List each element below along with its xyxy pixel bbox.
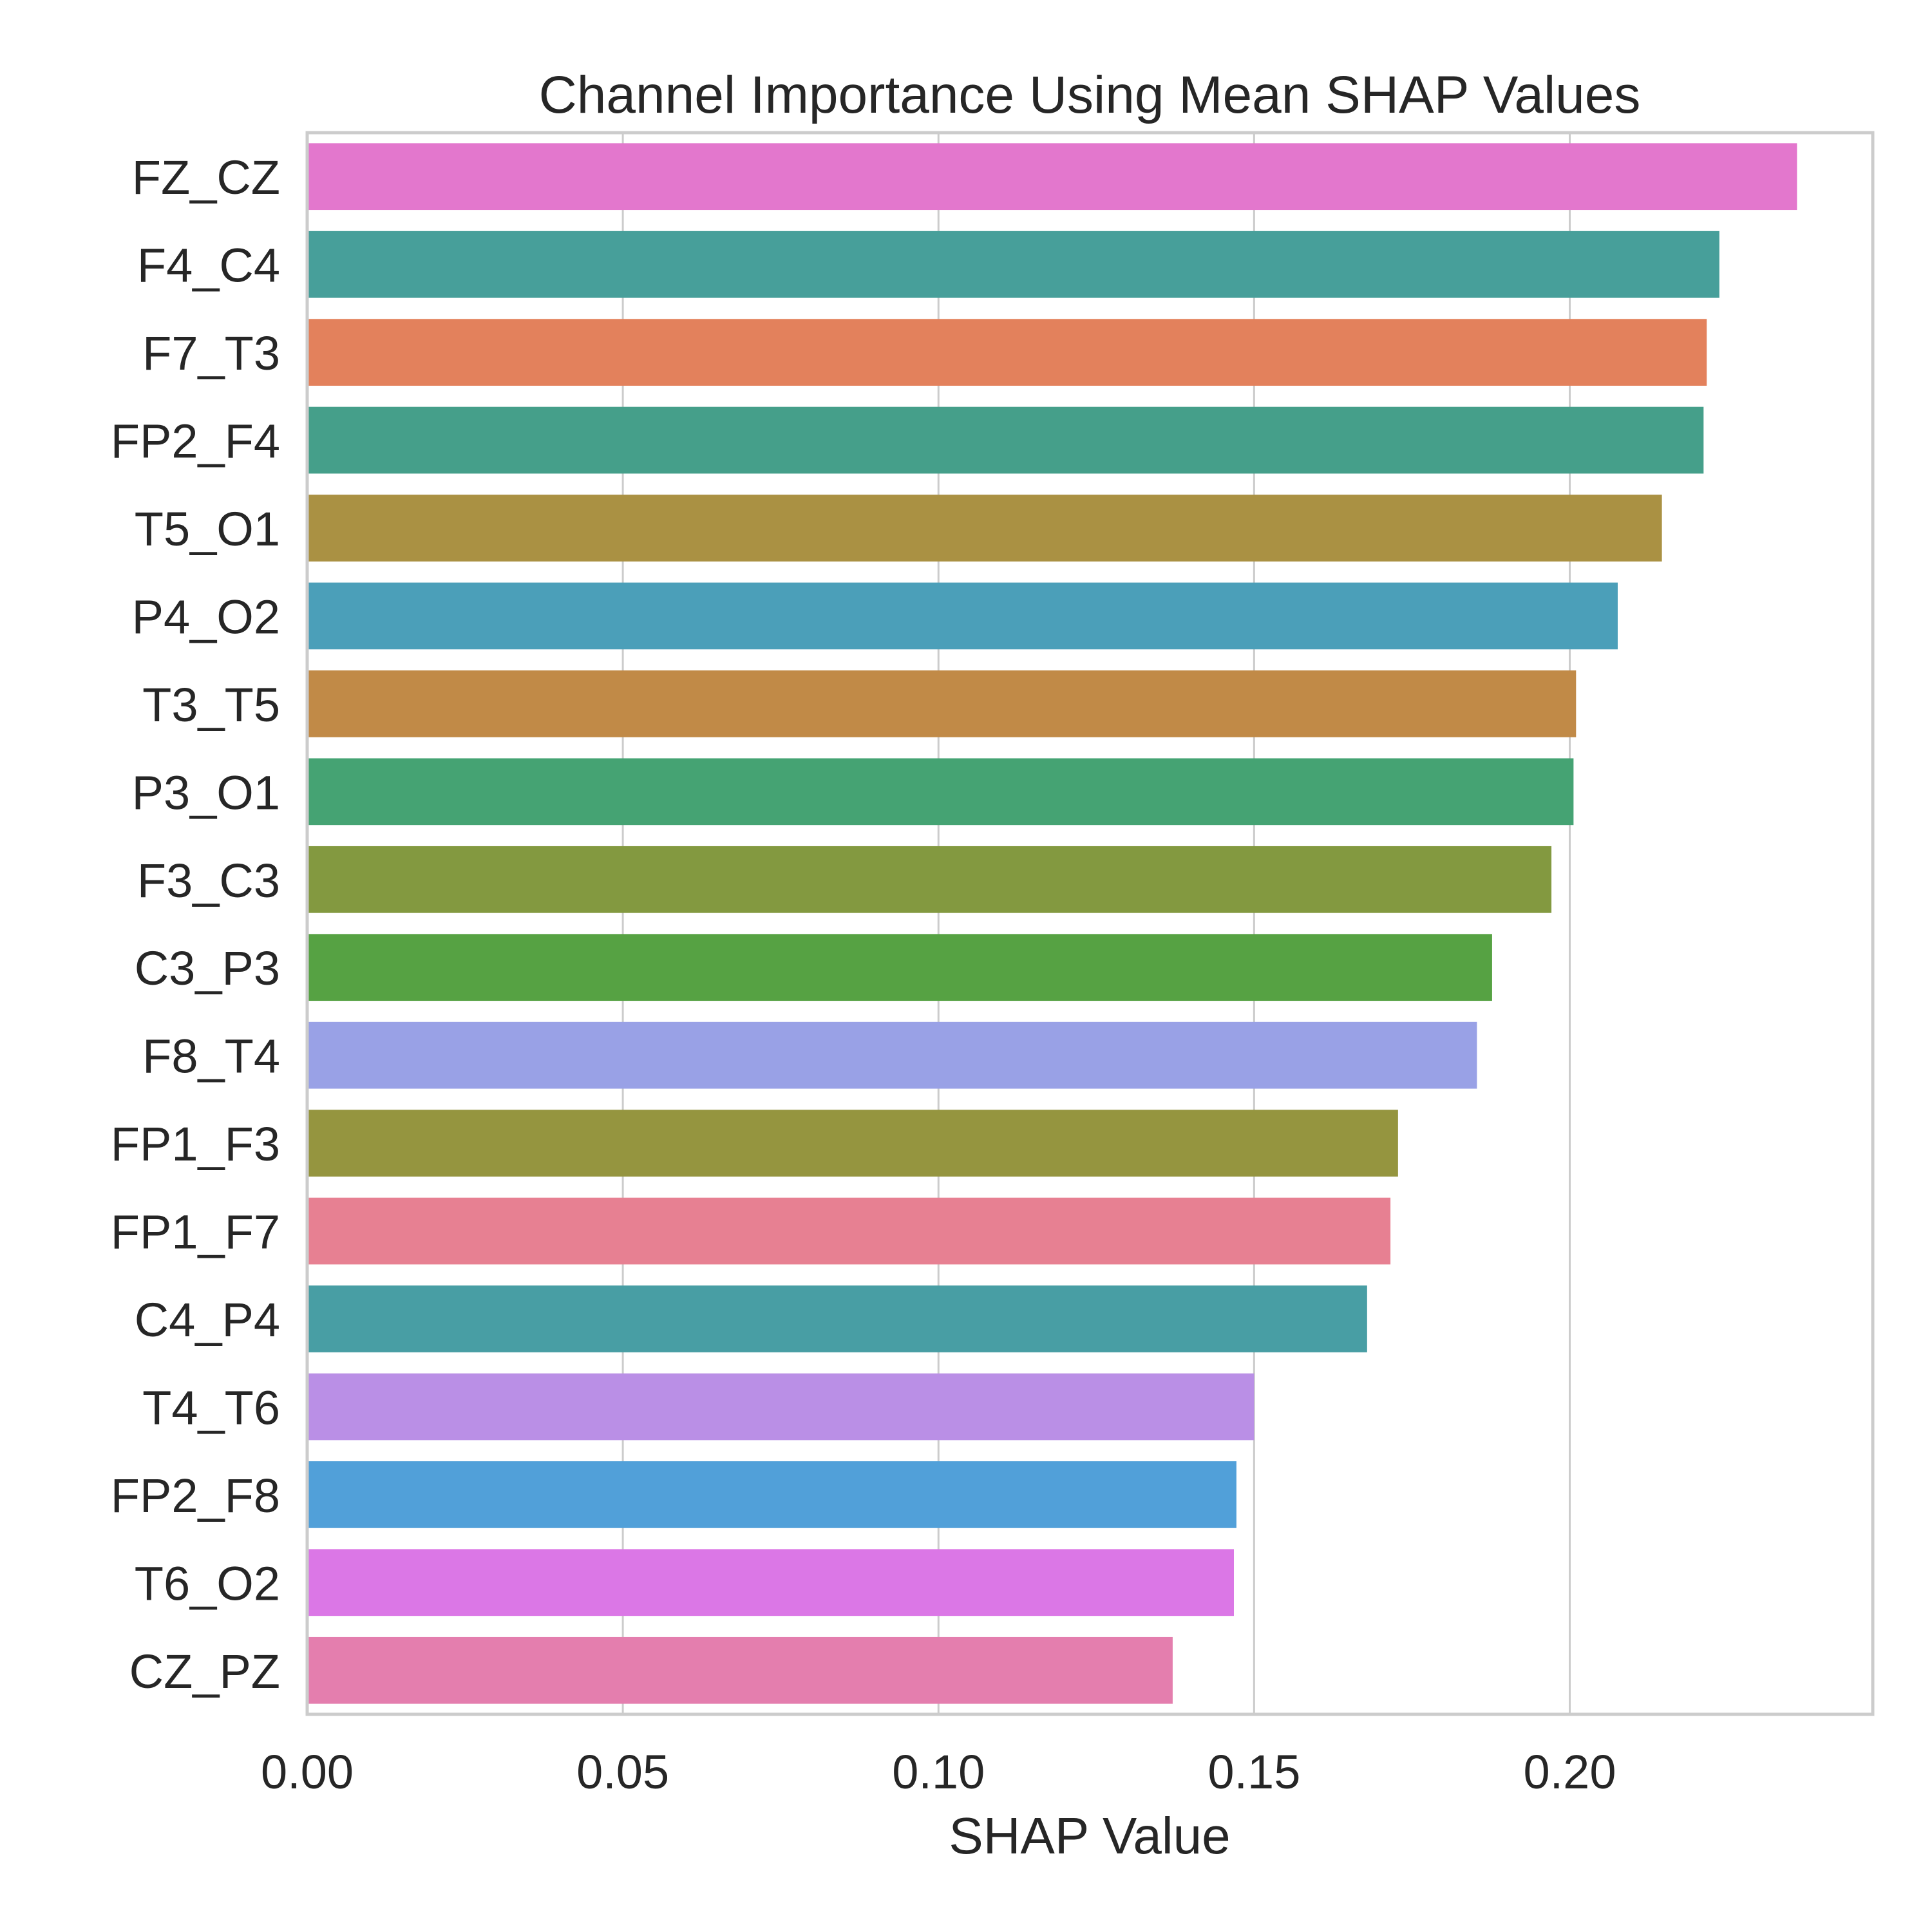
bar-f3-c3: [307, 846, 1552, 913]
bar-p4-o2: [307, 582, 1618, 650]
bar-f7-t3: [307, 319, 1707, 386]
y-tick-label: T3_T5: [142, 678, 280, 732]
plot-frame: [305, 131, 1875, 1716]
bar-fp1-f7: [307, 1197, 1391, 1265]
y-tick-label: P4_O2: [132, 590, 280, 643]
y-tick-label: F3_C3: [137, 854, 280, 907]
chart-title: Channel Importance Using Mean SHAP Value…: [539, 66, 1641, 124]
y-tick-label: T6_O2: [135, 1557, 280, 1610]
x-tick-label: 0.20: [1523, 1745, 1616, 1799]
bar-fp2-f8: [307, 1461, 1236, 1528]
y-tick-label: F7_T3: [142, 327, 280, 380]
y-tick-label: FZ_CZ: [132, 151, 280, 204]
bars: [307, 143, 1797, 1704]
bar-c4-p4: [307, 1285, 1367, 1352]
bar-t5-o1: [307, 495, 1662, 562]
bar-f8-t4: [307, 1021, 1477, 1089]
bar-fz-cz: [307, 143, 1797, 211]
bar-t6-o2: [307, 1549, 1234, 1616]
bar-fp2-f4: [307, 406, 1704, 474]
y-tick-label: C3_P3: [135, 942, 280, 995]
y-tick-label: T5_O1: [135, 502, 280, 556]
x-tick-label: 0.15: [1208, 1745, 1300, 1799]
bar-f4-c4: [307, 231, 1719, 298]
x-tick-label: 0.10: [892, 1745, 985, 1799]
y-tick-label: F8_T4: [142, 1030, 280, 1083]
bar-t3-t5: [307, 670, 1577, 737]
y-tick-label: T4_T6: [142, 1381, 280, 1434]
y-tick-label: CZ_PZ: [129, 1645, 280, 1698]
bar-p3-o1: [307, 758, 1574, 826]
y-tick-label: FP2_F4: [111, 415, 280, 468]
x-tick-label: 0.00: [261, 1745, 354, 1799]
bar-cz-pz: [307, 1636, 1173, 1704]
y-tick-label: FP1_F7: [111, 1206, 280, 1259]
x-tick-label: 0.05: [576, 1745, 669, 1799]
grid-lines: [621, 133, 1571, 1714]
bar-c3-p3: [307, 934, 1492, 1001]
x-axis-label: SHAP Value: [949, 1807, 1230, 1864]
y-tick-label: FP1_F3: [111, 1117, 280, 1171]
y-tick-label: FP2_F8: [111, 1469, 280, 1522]
y-tick-labels: FZ_CZ F4_C4 F7_T3 FP2_F4 T5_O1 P4_O2 T3_T5 P3_O…: [111, 151, 280, 1698]
y-tick-label: F4_C4: [137, 239, 280, 292]
y-tick-label: C4_P4: [135, 1293, 280, 1347]
x-tick-labels: 0.00 0.05 0.10 0.15 0.20: [261, 1745, 1616, 1799]
bar-t4-t6: [307, 1373, 1255, 1441]
y-tick-label: P3_O1: [132, 766, 280, 819]
bar-fp1-f3: [307, 1110, 1398, 1177]
